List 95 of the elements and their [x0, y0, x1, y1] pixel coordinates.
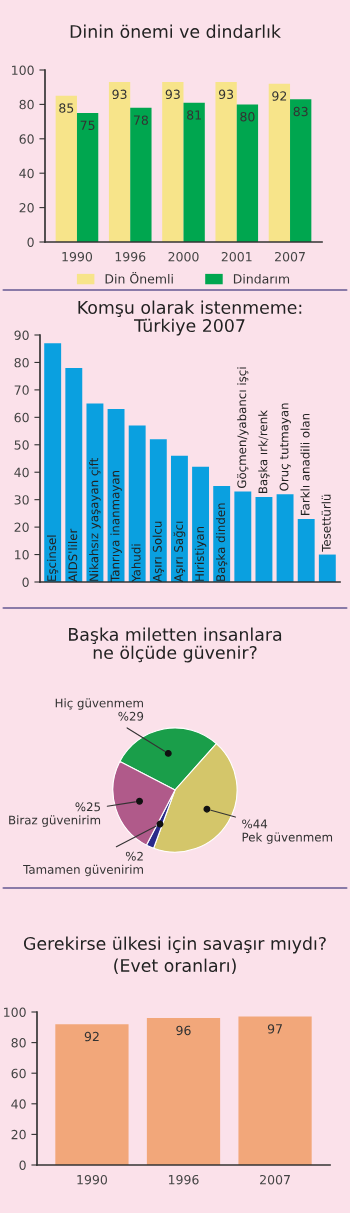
- legend-label: Dindarım: [233, 273, 290, 284]
- data-label: 97: [267, 1024, 282, 1034]
- bar: [192, 466, 210, 582]
- x-tick-label: Oruç tutmayan: [279, 403, 291, 491]
- y-tick-label: 60: [19, 134, 34, 144]
- x-tick-label: 2007: [260, 1174, 290, 1185]
- chart-title: Dinin önemi ve dindarlık: [70, 24, 281, 39]
- bar: [234, 491, 252, 582]
- y-tick-label: 100: [4, 1007, 26, 1017]
- bar: [65, 367, 83, 582]
- x-tick-label: Göçmen/yabancı işçi: [237, 367, 249, 489]
- x-tick-label: 2000: [168, 251, 199, 262]
- data-label: 93: [165, 89, 180, 100]
- data-label: 92: [84, 1031, 99, 1042]
- y-tick-label: 80: [11, 1038, 26, 1048]
- y-tick-label: 100: [12, 65, 34, 75]
- chart-title: Başka miletten insanlara ne ölçüde güvenir?: [69, 627, 282, 663]
- bar: [76, 113, 99, 242]
- y-tick-label: 60: [11, 1068, 26, 1079]
- y-tick-label: 50: [14, 440, 29, 450]
- bar: [318, 554, 336, 582]
- data-label: %25: [75, 802, 101, 812]
- y-tick-label: 0: [19, 1160, 26, 1170]
- data-label: %44: [242, 819, 268, 829]
- x-tick-label: 1996: [115, 251, 146, 262]
- data-label: 81: [187, 110, 201, 120]
- data-label: 85: [59, 103, 74, 113]
- data-label: 80: [240, 111, 255, 122]
- y-tick-label: 80: [19, 99, 34, 110]
- bar: [170, 455, 188, 582]
- y-tick-label: 20: [11, 1129, 26, 1140]
- bar: [86, 403, 104, 582]
- bar: [215, 82, 237, 242]
- bar: [108, 82, 131, 242]
- y-tick-label: 70: [14, 385, 29, 395]
- x-tick-label: AIDS'liler: [68, 528, 78, 582]
- data-label: 83: [293, 106, 308, 117]
- bar: [128, 425, 146, 582]
- x-tick-label: Tanrıya inanmayan: [110, 471, 122, 583]
- y-tick-label: 10: [15, 550, 29, 560]
- slice-label: Biraz güvenirim: [9, 815, 101, 827]
- x-tick-label: 1990: [62, 251, 93, 262]
- legend-label: Din Önemli: [105, 272, 173, 284]
- bar: [55, 95, 77, 242]
- bar: [268, 83, 291, 242]
- data-label: %29: [118, 711, 144, 721]
- bar: [290, 99, 312, 242]
- chart-title: Gerekirse ülkesi için savaşır mıydı?: [23, 936, 326, 954]
- bar: [107, 409, 125, 582]
- data-label: 96: [176, 1025, 191, 1036]
- chart-title: Komşu olarak istenmeme: Türkiye 2007: [78, 300, 302, 336]
- y-tick-label: 40: [11, 1099, 26, 1109]
- y-tick-label: 0: [27, 237, 34, 247]
- x-tick-label: Farklı anadili olan: [300, 413, 310, 515]
- bar: [44, 343, 62, 582]
- data-label: 75: [80, 120, 95, 131]
- x-tick-label: Nikahsız yaşayan çift: [89, 458, 101, 581]
- bar: [297, 518, 315, 582]
- x-tick-label: 2001: [221, 251, 252, 262]
- x-tick-label: Hıristiyan: [194, 526, 207, 581]
- bar: [236, 104, 259, 242]
- slice-label: Tamamen güvenirim: [23, 864, 143, 877]
- x-tick-label: Aşırı Sağcı: [173, 521, 186, 582]
- y-tick-label: 20: [19, 203, 34, 213]
- y-tick-label: 30: [14, 495, 29, 505]
- x-tick-label: 1990: [77, 1174, 108, 1185]
- x-tick-label: Başka dinden: [215, 503, 228, 581]
- data-label: 93: [112, 89, 127, 100]
- x-tick-label: Eşcinsel: [46, 535, 59, 581]
- y-tick-label: 0: [22, 577, 29, 587]
- x-tick-label: Başka ırk/renk: [258, 409, 270, 494]
- bar: [255, 496, 273, 582]
- data-label: %2: [125, 851, 143, 861]
- bar: [130, 107, 152, 242]
- y-tick-label: 40: [19, 168, 34, 179]
- y-tick-label: 20: [14, 522, 29, 533]
- data-label: 78: [133, 115, 148, 125]
- slice-label: Hiç güvenmem: [55, 698, 143, 710]
- x-tick-label: Yahudi: [131, 544, 141, 583]
- bar: [162, 82, 184, 242]
- x-tick-label: Aşırı Solcu: [152, 521, 164, 582]
- x-tick-label: 2007: [275, 251, 305, 262]
- x-tick-label: Tesettürlü: [321, 494, 331, 552]
- bar: [149, 439, 167, 582]
- data-label: 93: [218, 89, 234, 100]
- bar: [183, 102, 205, 242]
- y-tick-label: 40: [14, 467, 29, 478]
- y-tick-label: 80: [14, 357, 29, 368]
- bar: [276, 494, 294, 582]
- x-tick-label: 1996: [168, 1174, 199, 1185]
- y-tick-label: 60: [14, 412, 29, 423]
- slice-label: Pek güvenmem: [242, 832, 333, 844]
- y-tick-label: 90: [14, 330, 29, 340]
- chart-subtitle: (Evet oranları): [114, 958, 236, 975]
- data-label: 92: [272, 91, 287, 101]
